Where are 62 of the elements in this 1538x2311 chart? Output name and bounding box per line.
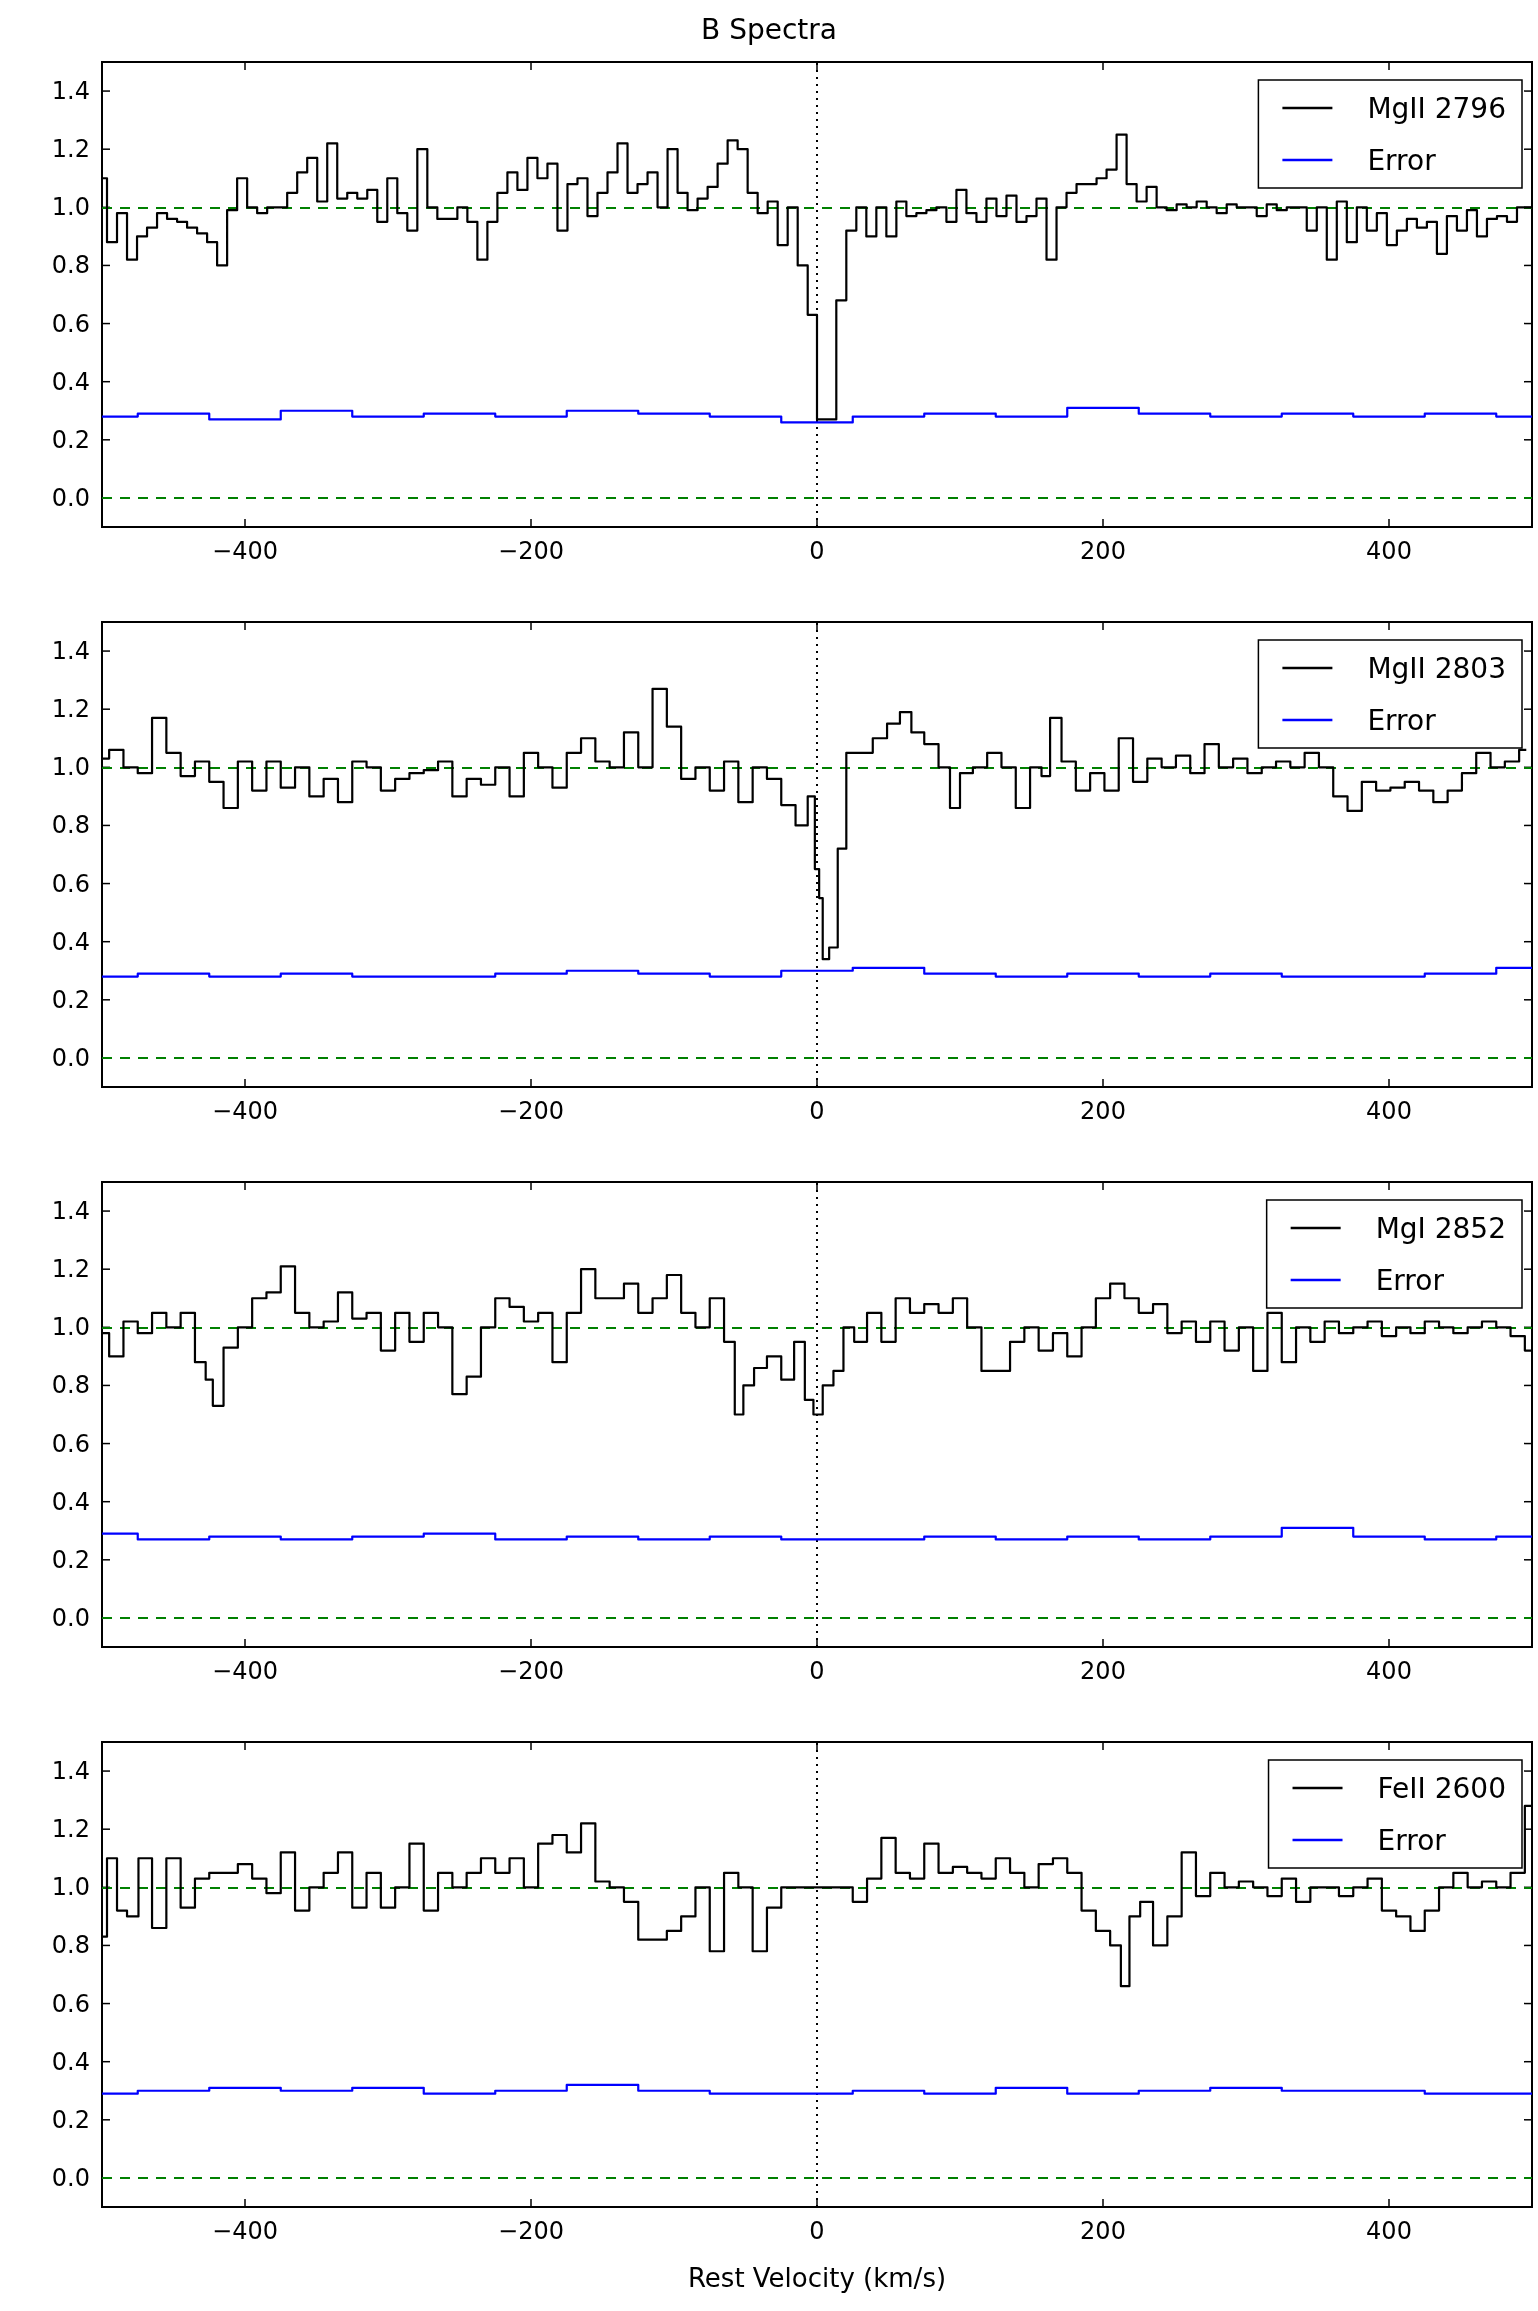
y-tick-label: 0.4	[51, 927, 90, 956]
y-tick-label: 1.4	[51, 1757, 90, 1786]
x-tick-label: 400	[1366, 1097, 1412, 1125]
y-tick-label: 1.0	[51, 193, 90, 222]
y-tick-label: 1.2	[51, 1815, 90, 1844]
x-tick-label: −200	[498, 537, 564, 565]
x-tick-label: 400	[1366, 537, 1412, 565]
y-tick-label: 1.4	[51, 637, 90, 666]
y-tick-label: 0.6	[51, 869, 90, 898]
x-tick-label: 0	[809, 2217, 825, 2245]
y-tick-label: 0.6	[51, 1429, 90, 1458]
y-tick-label: 0.4	[51, 2047, 90, 2076]
x-tick-label: −400	[212, 1657, 278, 1685]
y-tick-label: 1.2	[51, 1255, 90, 1284]
x-tick-label: 200	[1080, 1097, 1126, 1125]
y-tick-label: 0.8	[51, 1371, 90, 1400]
x-tick-label: −400	[212, 1097, 278, 1125]
legend-label: Error	[1377, 1823, 1447, 1857]
x-axis-title: Rest Velocity (km/s)	[687, 2263, 947, 2293]
legend-label: FeII 2600	[1377, 1771, 1507, 1805]
y-tick-label: 0.8	[51, 251, 90, 280]
y-tick-label: 0.0	[51, 483, 90, 512]
y-tick-label: 0.2	[51, 425, 90, 454]
chart-title: B Spectra	[701, 12, 837, 46]
y-tick-label: 0.6	[51, 1989, 90, 2018]
y-tick-label: 0.0	[51, 1603, 90, 1632]
y-tick-label: 0.8	[51, 1931, 90, 1960]
legend-label: Error	[1367, 143, 1437, 177]
legend-label: Error	[1367, 703, 1437, 737]
y-tick-label: 0.6	[51, 309, 90, 338]
legend-label: MgI 2852	[1375, 1211, 1507, 1245]
x-tick-label: 200	[1080, 1657, 1126, 1685]
y-tick-label: 1.0	[51, 1313, 90, 1342]
x-tick-label: −200	[498, 2217, 564, 2245]
x-tick-label: −400	[212, 537, 278, 565]
y-tick-label: 1.4	[51, 1197, 90, 1226]
x-tick-label: 0	[809, 537, 825, 565]
legend-label: MgII 2803	[1367, 651, 1506, 685]
y-tick-label: 0.4	[51, 367, 90, 396]
x-tick-label: −400	[212, 2217, 278, 2245]
x-tick-label: −200	[498, 1097, 564, 1125]
y-tick-label: 1.0	[51, 1873, 90, 1902]
x-tick-label: 0	[809, 1657, 825, 1685]
legend-label: Error	[1375, 1263, 1445, 1297]
x-tick-label: 200	[1080, 537, 1126, 565]
y-tick-label: 1.2	[51, 135, 90, 164]
y-tick-label: 0.2	[51, 2105, 90, 2134]
y-tick-label: 0.2	[51, 1545, 90, 1574]
legend-label: MgII 2796	[1367, 91, 1506, 125]
y-tick-label: 0.0	[51, 2163, 90, 2192]
y-tick-label: 0.0	[51, 1043, 90, 1072]
y-tick-label: 0.8	[51, 811, 90, 840]
x-tick-label: 200	[1080, 2217, 1126, 2245]
x-tick-label: 0	[809, 1097, 825, 1125]
y-tick-label: 0.2	[51, 985, 90, 1014]
x-tick-label: 400	[1366, 1657, 1412, 1685]
x-tick-label: 400	[1366, 2217, 1412, 2245]
y-tick-label: 1.2	[51, 695, 90, 724]
y-tick-label: 1.0	[51, 753, 90, 782]
y-tick-label: 0.4	[51, 1487, 90, 1516]
y-tick-label: 1.4	[51, 77, 90, 106]
x-tick-label: −200	[498, 1657, 564, 1685]
